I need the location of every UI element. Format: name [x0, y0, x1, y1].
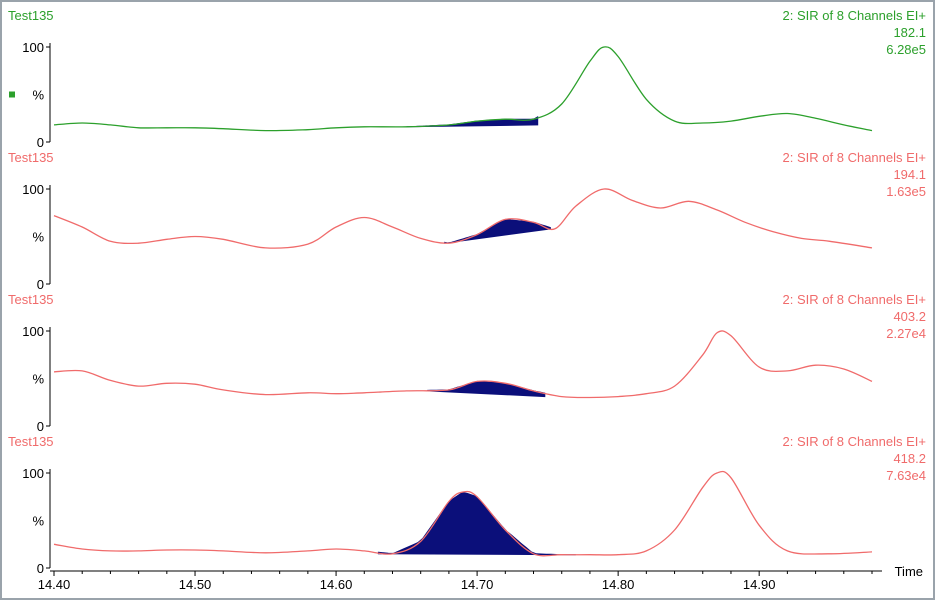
y-tick-label: 100: [22, 324, 44, 339]
x-tick-label: 14.50: [179, 577, 212, 592]
panel-function-label: 2: SIR of 8 Channels EI+: [783, 292, 926, 307]
integrated-peak-area: [377, 491, 576, 556]
panel-sample-label: Test135: [8, 150, 54, 165]
x-axis-label: Time: [895, 564, 923, 579]
x-tick-label: 14.90: [743, 577, 776, 592]
y-tick-label: 0: [37, 277, 44, 292]
chromatogram-trace: [53, 46, 873, 132]
channel-marker: [9, 91, 15, 98]
y-tick-label: %: [32, 88, 44, 103]
panel-function-label: 2: SIR of 8 Channels EI+: [783, 8, 926, 23]
y-tick-label: 0: [37, 135, 44, 150]
panel-mass-label: 182.1: [893, 25, 926, 40]
x-tick-label: 14.80: [602, 577, 635, 592]
panel-intensity-label: 2.27e4: [886, 326, 926, 341]
y-tick-label: 0: [37, 561, 44, 576]
panel-sample-label: Test135: [8, 292, 54, 307]
chromatogram-trace: [53, 470, 873, 557]
panel-intensity-label: 7.63e4: [886, 468, 926, 483]
panel-function-label: 2: SIR of 8 Channels EI+: [783, 434, 926, 449]
y-tick-label: %: [32, 230, 44, 245]
chromatogram-trace: [53, 330, 873, 399]
y-tick-label: 100: [22, 466, 44, 481]
panel-intensity-label: 6.28e5: [886, 42, 926, 57]
panel-sample-label: Test135: [8, 8, 54, 23]
y-tick-label: %: [32, 514, 44, 529]
panel-mass-label: 194.1: [893, 167, 926, 182]
y-tick-label: 100: [22, 40, 44, 55]
panel-sample-label: Test135: [8, 434, 54, 449]
chromatogram-trace: [53, 188, 873, 249]
x-tick-label: 14.40: [38, 577, 71, 592]
panel-function-label: 2: SIR of 8 Channels EI+: [783, 150, 926, 165]
panel-mass-label: 418.2: [893, 451, 926, 466]
panel-intensity-label: 1.63e5: [886, 184, 926, 199]
x-tick-label: 14.70: [461, 577, 494, 592]
y-tick-label: %: [32, 372, 44, 387]
panel-mass-label: 403.2: [893, 309, 926, 324]
x-tick-label: 14.60: [320, 577, 353, 592]
y-tick-label: 100: [22, 182, 44, 197]
y-tick-label: 0: [37, 419, 44, 434]
